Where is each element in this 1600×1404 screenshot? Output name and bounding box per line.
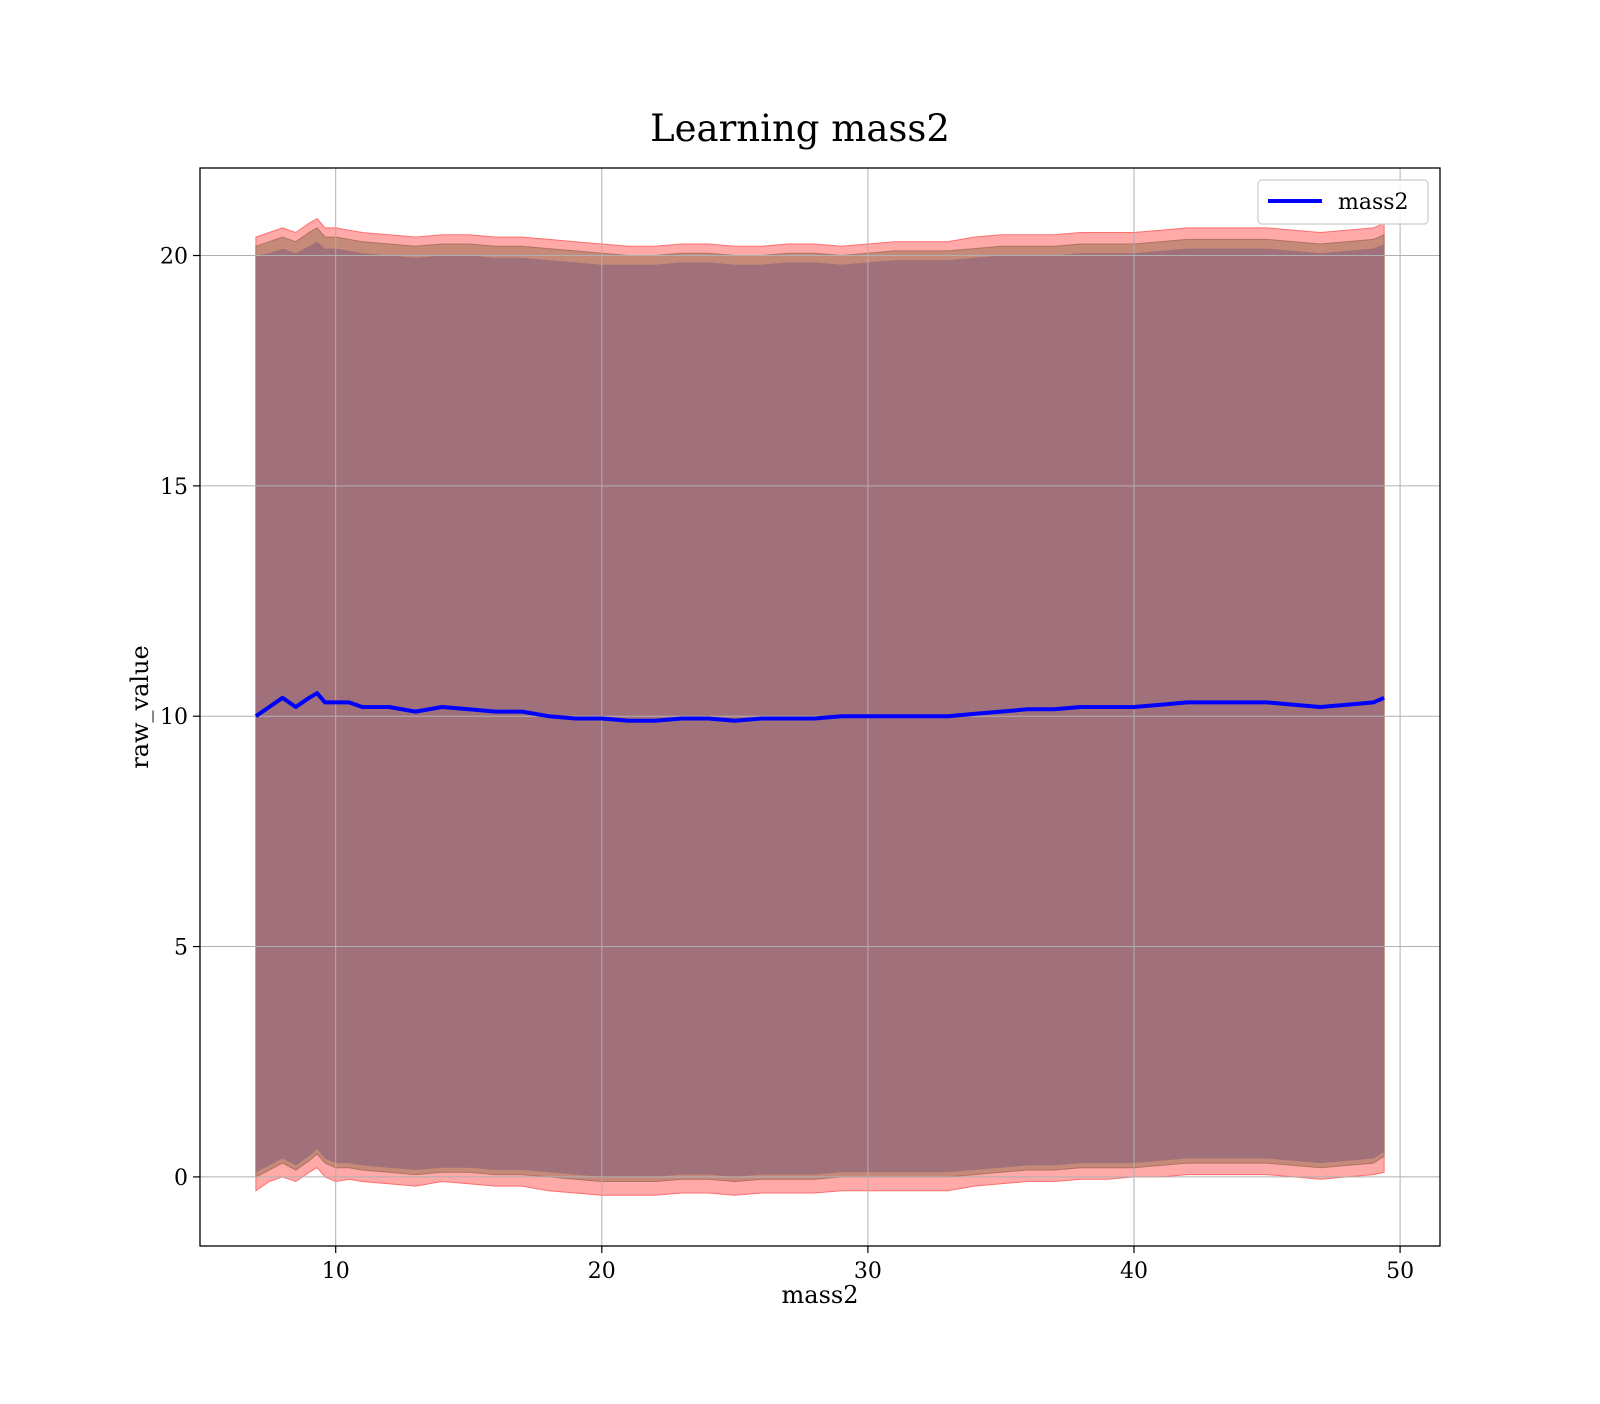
y-tick-label-10: 10 [160, 705, 188, 730]
y-axis-ticks: 0 5 10 15 20 [160, 245, 200, 1191]
y-tick-label-20: 20 [160, 245, 188, 270]
series-line-mass2 [254, 691, 1385, 723]
chart-title: Learning mass2 [650, 107, 950, 150]
legend: mass2 [1257, 179, 1429, 225]
x-tick-label-50: 50 [1386, 1259, 1414, 1284]
legend-box [1257, 179, 1429, 225]
x-tick-label-40: 40 [1120, 1259, 1148, 1284]
legend-label-mass2: mass2 [1338, 190, 1409, 215]
x-axis-ticks: 10 20 30 40 50 [322, 1246, 1414, 1284]
y-axis-label: raw_value [126, 645, 154, 769]
series-lines [254, 691, 1385, 723]
y-tick-label-0: 0 [174, 1166, 188, 1191]
band-inner [255, 241, 1385, 1177]
x-tick-label-20: 20 [588, 1259, 616, 1284]
x-axis-label: mass2 [782, 1281, 859, 1309]
y-tick-label-5: 5 [174, 936, 188, 961]
plot-frame [199, 167, 1441, 1247]
x-tick-label-30: 30 [854, 1259, 882, 1284]
confidence-bands [255, 218, 1385, 1196]
x-tick-label-10: 10 [322, 1259, 350, 1284]
y-tick-label-15: 15 [160, 475, 188, 500]
grid-lines [200, 168, 1440, 1246]
